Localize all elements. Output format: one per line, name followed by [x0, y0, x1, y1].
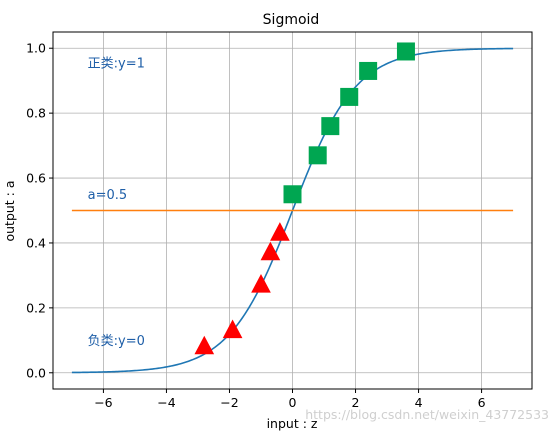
- ticks-layer: −6 −4 −2 0 2 4 6 0.0 0.2 0.4 0.6 0.8 1.0: [26, 41, 485, 410]
- y-tick-label: 1.0: [26, 41, 46, 56]
- x-tick-label: 6: [478, 395, 486, 410]
- positive-class-point: [308, 146, 327, 165]
- y-tick-label: 0.8: [26, 106, 46, 121]
- y-tick-label: 0.0: [26, 365, 46, 380]
- negative-class-point: [251, 274, 271, 293]
- watermark-text: https://blog.csdn.net/weixin_43772533: [305, 407, 549, 422]
- annotation-threshold: a=0.5: [88, 188, 128, 203]
- x-tick-label: −2: [220, 395, 238, 410]
- x-tick-label: 2: [352, 395, 360, 410]
- positive-class-point: [321, 117, 340, 136]
- x-tick-label: 4: [415, 395, 423, 410]
- x-tick-label: −4: [157, 395, 175, 410]
- y-axis-label: output : a: [2, 180, 17, 241]
- negative-class-point: [260, 241, 281, 261]
- annotation-positive-class: 正类:y=1: [88, 57, 145, 72]
- negative-class-point: [222, 319, 243, 339]
- y-tick-label: 0.2: [26, 300, 46, 315]
- negative-class-point: [270, 222, 290, 241]
- x-axis-label: input : z: [267, 416, 318, 431]
- annotations-layer: 正类:y=1 a=0.5 负类:y=0: [88, 57, 145, 349]
- positive-class-point: [359, 61, 378, 80]
- y-tick-label: 0.4: [26, 235, 46, 250]
- positive-class-point: [396, 42, 415, 61]
- negative-class-point: [194, 335, 215, 355]
- chart-title: Sigmoid: [263, 12, 320, 28]
- y-tick-label: 0.6: [26, 171, 46, 186]
- positive-class-point: [340, 87, 359, 106]
- series-layer: [71, 47, 514, 374]
- x-tick-label: 0: [289, 395, 297, 410]
- annotation-negative-class: 负类:y=0: [88, 334, 145, 349]
- positive-class-point: [283, 185, 302, 204]
- x-tick-label: −6: [94, 395, 112, 410]
- markers-layer: [194, 42, 415, 355]
